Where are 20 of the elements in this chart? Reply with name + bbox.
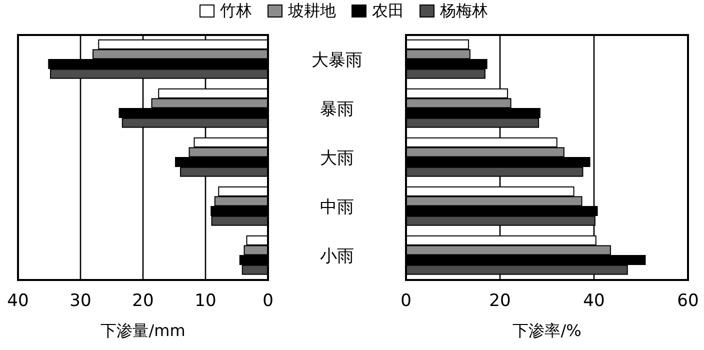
x-tick-label: 0	[262, 291, 274, 311]
x-axis-title: 下渗率/%	[512, 321, 582, 340]
y-tick-label: 大雨	[320, 148, 354, 168]
x-tick-label: 20	[489, 291, 511, 311]
x-tick-label: 60	[677, 291, 699, 311]
legend-label: 农田	[372, 1, 404, 20]
y-tick-label: 中雨	[320, 198, 354, 218]
y-tick-label: 大暴雨	[312, 50, 362, 70]
x-tick-label: 40	[583, 291, 605, 311]
x-tick-label: 20	[132, 291, 154, 311]
x-tick-label: 0	[400, 291, 412, 311]
x-tick-label: 30	[70, 291, 92, 311]
y-tick-label: 暴雨	[320, 100, 354, 120]
x-tick-label: 10	[194, 291, 216, 311]
legend-label: 竹林	[220, 1, 252, 20]
legend-label: 杨梅林	[439, 1, 488, 20]
y-tick-label: 小雨	[320, 246, 354, 266]
legend-label: 坡耕地	[287, 1, 336, 20]
x-axis-title: 下渗量/mm	[100, 321, 186, 340]
x-tick-label: 40	[7, 291, 29, 311]
